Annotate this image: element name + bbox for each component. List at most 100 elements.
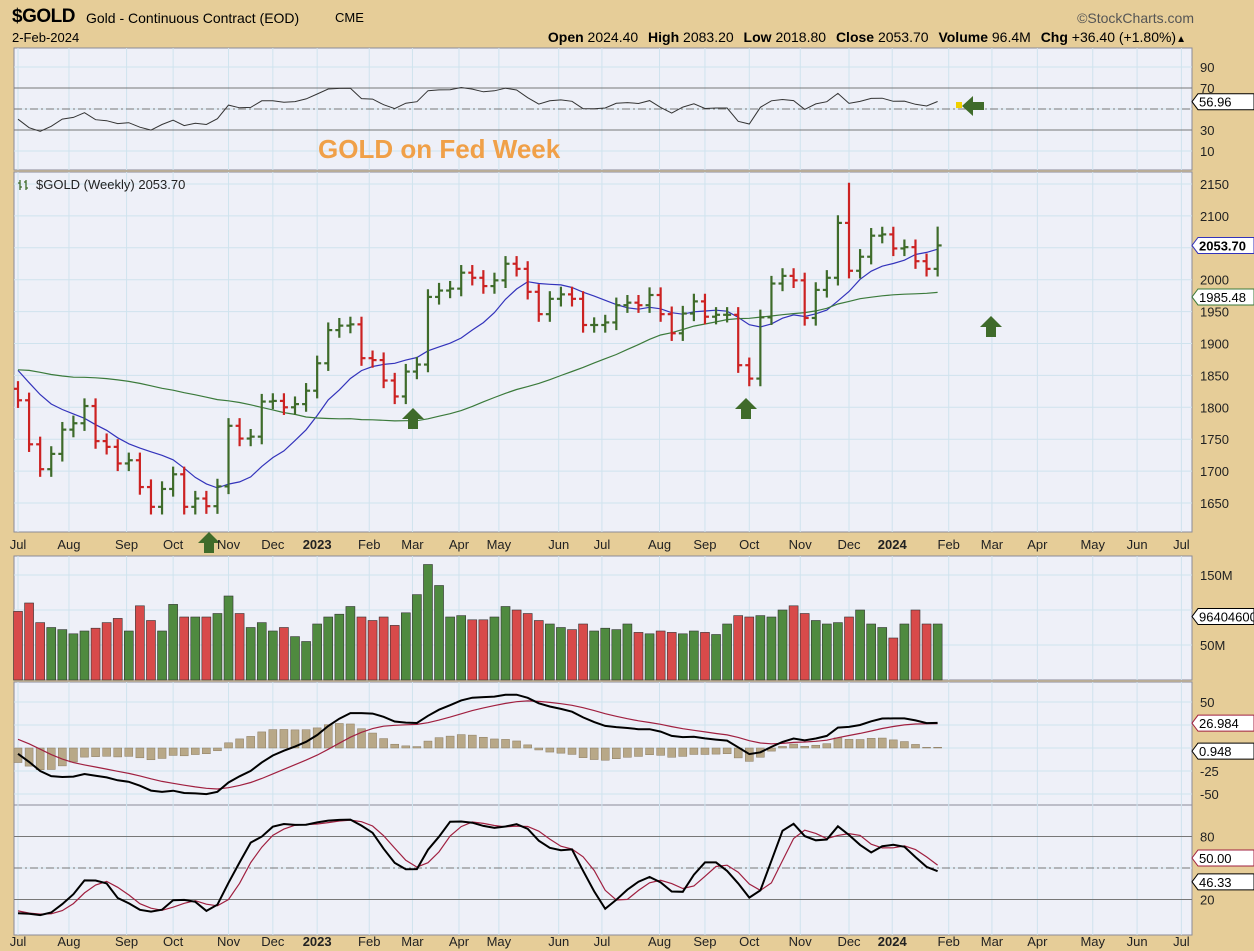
ma-slow-line [17,291,938,422]
close-value: 2053.70 [877,29,929,45]
price-bar [534,284,543,322]
macd-histogram-bar [578,747,588,758]
macd-histogram-bar [279,729,289,749]
macd-histogram-bar [689,747,699,755]
price-bar [712,307,721,325]
price-bar [58,421,67,462]
volume-bar [677,633,688,681]
x-axis-label: Jun [548,537,569,552]
stoch-signal-line [17,819,938,915]
x-axis-label: May [1080,934,1105,949]
volume-bar [201,616,212,681]
volume-bar [279,627,289,681]
price-bar [767,275,776,325]
price-bar [601,314,610,333]
x-axis-label: May [1080,537,1105,552]
volume-bar [722,623,732,681]
x-axis-label: Feb [358,934,380,949]
x-axis-label: Apr [449,934,470,949]
volume-bar [212,613,223,681]
ma-value-tag: 1985.48 [1199,290,1246,305]
macd-histogram-bar [501,739,510,749]
price-bar [335,317,344,338]
volume-bar [112,618,123,681]
price-bar [734,307,743,373]
price-bar [390,372,399,405]
price-bar [80,398,89,431]
x-axis-label: Apr [449,537,470,552]
price-bar [590,317,599,333]
macd-histogram-bar [800,746,809,749]
stoch-k-tag-box [1191,873,1254,891]
price-bar [113,439,122,472]
price-bar [102,433,111,455]
volume-bar [489,616,500,681]
macd-line [17,693,938,796]
price-bar [756,309,765,387]
price-bar [346,316,355,334]
volume-bar [456,615,467,681]
price-bar [490,272,499,294]
volume-bar [877,627,888,681]
volume-bar [389,625,400,681]
up-arrow-icon [735,398,757,419]
x-axis-label: Mar [401,934,424,949]
macd-histogram-bar [124,747,134,757]
macd-histogram-bar [567,747,577,755]
price-bar [745,357,754,387]
price-bar [268,393,277,410]
price-bar [291,396,299,415]
volume-bar [633,632,644,681]
x-axis-label: Aug [57,934,80,949]
macd-histogram-bar [390,743,399,749]
volume-bar [644,633,655,681]
macd-histogram-bar [700,747,710,755]
price-bar [257,393,266,445]
macd-histogram-bar [789,743,798,749]
x-axis-label: Oct [739,537,760,552]
volume-bar [467,619,478,681]
price-bar [423,289,432,373]
macd-histogram-bar [889,739,898,749]
macd-histogram-bar [69,747,78,763]
open-label: Open [547,29,584,45]
chg-value: +36.40 (+1.80%) [1071,29,1177,45]
rsi-value-tag: 56.96 [1199,95,1232,110]
macd-histogram-bar [711,747,721,755]
x-axis-label: Apr [1027,537,1048,552]
up-arrow-icon [402,408,424,429]
macd-histogram-bar [645,747,654,755]
volume-bar [146,620,156,681]
price-bar [324,322,333,371]
x-axis-label: Jun [548,934,569,949]
x-axis-label: 2023 [303,934,332,949]
volume-bar [35,622,45,681]
price-bar [246,428,255,447]
x-axis-label: Jul [594,537,611,552]
macd-histogram-bar [523,744,532,749]
x-axis-label: 2024 [878,537,908,552]
price-axis-label: 1650 [1200,496,1229,511]
macd-histogram-bar [634,747,643,757]
macd-histogram-bar [866,738,876,749]
price-bar [700,293,709,325]
brand-logo[interactable]: ©StockCharts.com [1077,10,1194,26]
price-bar [224,418,233,495]
up-arrow-icon [980,316,1002,337]
price-bar [191,490,200,515]
x-axis-label: Mar [981,537,1004,552]
volume-bar [700,632,710,681]
volume-label: Volume [938,29,988,45]
macd-histogram-bar [468,734,477,749]
price-axis-label: 1950 [1200,305,1229,320]
price-bar [47,446,56,477]
macd-histogram-bar [844,739,854,749]
volume-bar [345,606,356,681]
x-axis-label: May [487,934,512,949]
volume-bar [157,630,167,681]
x-axis-label: Sep [693,934,716,949]
price-bar [479,270,488,294]
macd-histogram-bar [456,734,466,749]
macd-histogram-bar [290,729,300,749]
x-axis-label: Jul [1173,934,1190,949]
